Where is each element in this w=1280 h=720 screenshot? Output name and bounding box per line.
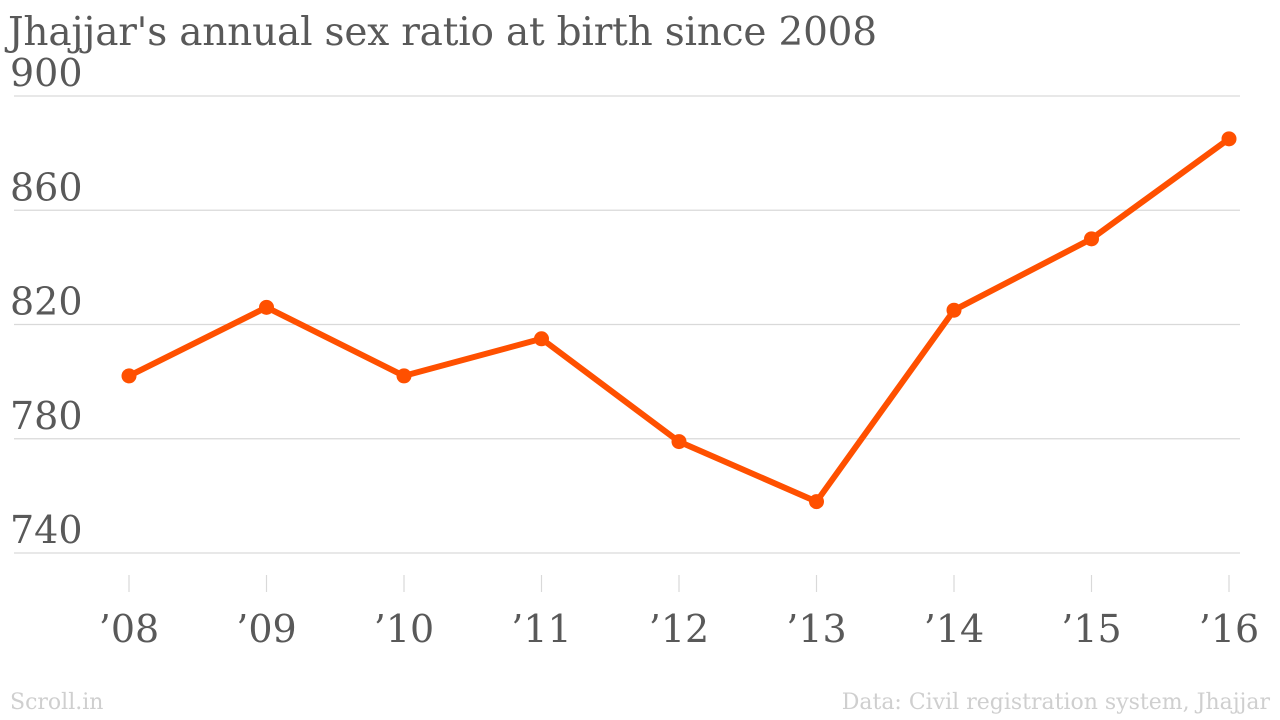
data-point — [809, 494, 824, 510]
y-tick-label: 780 — [10, 394, 83, 438]
y-tick-label: 820 — [10, 280, 83, 324]
x-tick-label: ’09 — [236, 607, 296, 651]
x-tick-label: ’12 — [649, 607, 709, 651]
data-point — [396, 368, 412, 384]
source-note: Data: Civil registration system, Jhajjar — [841, 690, 1270, 715]
x-tick-label: ’11 — [511, 607, 571, 651]
data-point — [1221, 131, 1237, 147]
x-tick-label: ’13 — [786, 607, 846, 651]
data-point — [121, 368, 137, 384]
data-point — [1084, 231, 1099, 247]
x-tick-label: ’15 — [1061, 607, 1121, 651]
data-point — [946, 302, 962, 318]
data-point — [671, 434, 687, 450]
y-tick-label: 740 — [10, 508, 83, 552]
x-tick-label: ’14 — [924, 607, 984, 651]
x-tick-label: ’08 — [99, 607, 159, 651]
x-tick-label: ’10 — [374, 607, 434, 651]
data-point — [534, 331, 549, 347]
x-tick-label: ’16 — [1199, 607, 1259, 651]
chart-title: Jhajjar's annual sex ratio at birth sinc… — [8, 10, 877, 55]
y-tick-label: 860 — [10, 165, 83, 209]
y-tick-label: 900 — [10, 51, 83, 95]
brand-credit: Scroll.in — [10, 690, 104, 715]
data-point — [259, 299, 274, 315]
